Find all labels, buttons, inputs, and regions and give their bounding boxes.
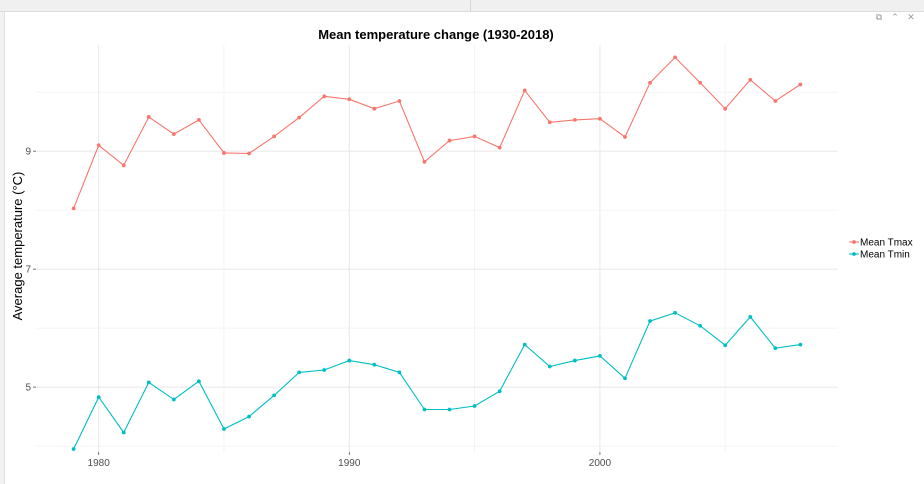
mean-tmin-line: [73, 312, 801, 450]
chart-title: Mean temperature change (1930-2018): [318, 27, 554, 42]
mean-tmax-point: [297, 115, 302, 120]
y-tick-label: 7: [25, 265, 31, 276]
mean-tmin-point: [748, 315, 753, 319]
mean-tmax-point: [447, 138, 452, 143]
mean-tmin-point: [598, 353, 602, 358]
mean-tmax-point: [497, 145, 502, 150]
legend-label-mean-tmax: Mean Tmax: [860, 238, 913, 249]
mean-tmax-point: [171, 132, 176, 136]
mean-tmax-point: [96, 143, 101, 148]
mean-tmax-point: [648, 80, 652, 85]
legend-key-point-mean-tmax: [852, 240, 856, 244]
mean-tmax-point: [372, 106, 377, 111]
more-options-icon[interactable]: ···: [4, 0, 17, 6]
mean-tmin-point: [96, 395, 101, 400]
mean-tmin-point: [297, 370, 302, 375]
series-layer: [71, 55, 803, 451]
mean-tmax-point: [472, 134, 477, 139]
mean-tmax-point: [698, 80, 703, 85]
mean-tmax-point: [197, 118, 201, 122]
mean-tmin-point: [397, 370, 402, 375]
mean-tmin-point: [197, 379, 201, 384]
mean-tmin-point: [447, 407, 452, 412]
mean-tmax-point: [623, 135, 627, 139]
left-pane-edge: [0, 12, 5, 484]
mean-tmax-point: [673, 55, 677, 60]
mean-tmax-point: [322, 94, 327, 99]
mean-tmin-point: [121, 430, 126, 435]
mean-tmax-point: [422, 159, 427, 164]
legend-label-mean-tmin: Mean Tmin: [860, 250, 910, 261]
pane-splitter[interactable]: [470, 0, 471, 11]
mean-tmax-point: [222, 151, 226, 155]
mean-tmax-point: [522, 88, 527, 93]
mean-tmin-point: [723, 343, 728, 348]
mean-tmin-point: [347, 358, 352, 363]
mean-tmin-point: [422, 407, 427, 412]
mean-tmin-point: [322, 368, 327, 372]
grid: [36, 45, 838, 452]
mean-tmax-point: [723, 106, 728, 111]
mean-tmin-point: [648, 319, 652, 323]
mean-tmax-point: [773, 99, 778, 103]
mean-tmax-point: [572, 118, 577, 122]
mean-tmin-point: [798, 342, 803, 347]
mean-tmin-point: [247, 414, 251, 419]
x-tick-label: 1990: [338, 458, 361, 469]
top-bar: ···: [0, 0, 924, 12]
mean-tmin-point: [372, 362, 377, 367]
legend-key-point-mean-tmin: [852, 252, 856, 256]
close-icon[interactable]: ✕: [907, 13, 915, 23]
mean-tmin-point: [272, 393, 276, 398]
mean-tmax-point: [748, 77, 753, 82]
mean-tmax-point: [598, 116, 602, 121]
y-tick-label: 5: [25, 383, 31, 394]
mean-tmin-point: [171, 397, 176, 402]
mean-tmax-point: [146, 115, 151, 119]
axis-ticks: 5 7 9 1980 1990 2000: [25, 147, 611, 469]
mean-tmax-point: [247, 151, 251, 156]
mean-tmin-point: [522, 342, 527, 347]
mean-tmax-point: [272, 134, 276, 139]
mean-tmax-point: [397, 99, 402, 103]
mean-tmax-line: [73, 56, 801, 209]
zoom-icon[interactable]: ⌃: [891, 13, 899, 23]
popout-icon[interactable]: ⧉: [875, 13, 883, 23]
mean-tmin-point: [572, 358, 577, 363]
mean-tmin-point: [623, 376, 627, 381]
y-axis-title: Average temperature (°C): [10, 172, 25, 321]
mean-tmin-point: [497, 389, 502, 394]
mean-tmax-point: [547, 120, 552, 125]
mean-tmax-point: [121, 163, 126, 168]
plot-panel: [36, 45, 838, 452]
mean-tmax-point: [798, 82, 803, 87]
window-controls: ⧉ ⌃ ✕: [874, 13, 916, 23]
mean-tmin-point: [547, 364, 552, 369]
mean-tmin-point: [71, 447, 76, 451]
mean-tmax-point: [347, 97, 352, 102]
mean-tmin-point: [472, 404, 477, 408]
mean-tmin-point: [673, 310, 677, 315]
mean-tmin-point: [146, 380, 151, 385]
mean-tmin-point: [698, 323, 703, 328]
mean-tmin-point: [222, 427, 226, 431]
y-tick-label: 9: [25, 147, 31, 158]
x-tick-label: 2000: [589, 458, 612, 469]
x-tick-label: 1980: [88, 458, 111, 469]
mean-tmin-point: [773, 346, 778, 351]
mean-tmax-point: [71, 206, 76, 211]
